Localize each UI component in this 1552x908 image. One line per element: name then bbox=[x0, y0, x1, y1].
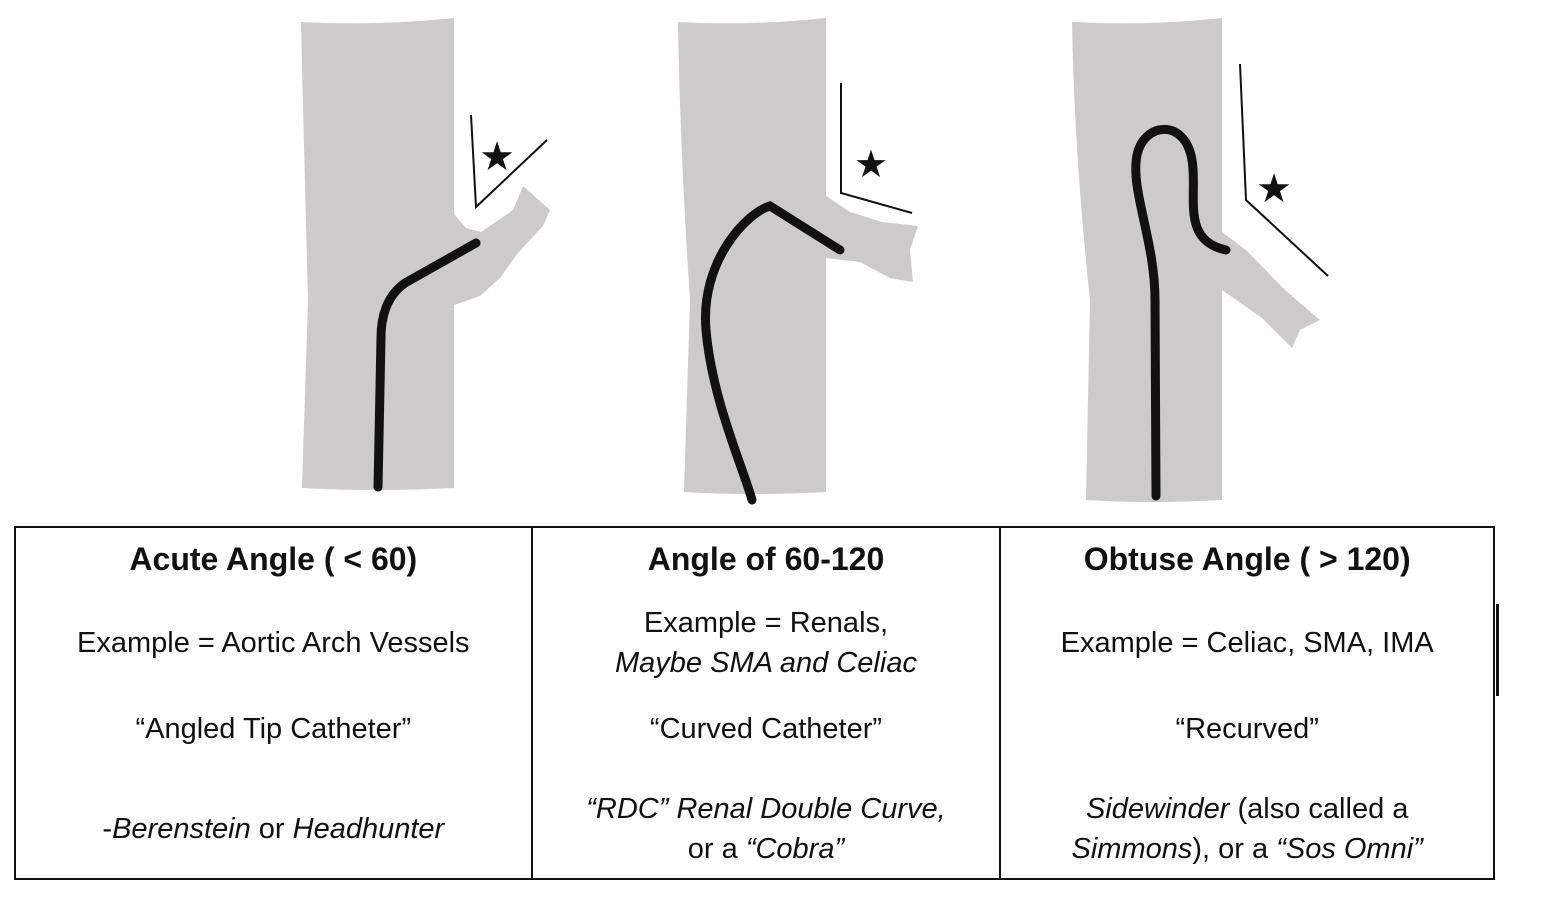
column-obtuse: Obtuse Angle ( > 120) Example = Celiac, … bbox=[1001, 528, 1493, 878]
options-connector: or bbox=[250, 813, 293, 845]
option-name: Simmons bbox=[1071, 833, 1193, 865]
panel-obtuse: ★ bbox=[1072, 18, 1329, 502]
catheter-options-line2: Simmons), or a “Sos Omni” bbox=[1001, 830, 1493, 868]
option-name: “Sos Omni” bbox=[1276, 833, 1423, 865]
catheter-options: “RDC” Renal Double Curve, bbox=[586, 793, 946, 825]
star-icon: ★ bbox=[479, 134, 515, 180]
catheter-type: “Angled Tip Catheter” bbox=[135, 713, 412, 745]
panel-medium-angle: ★ bbox=[678, 18, 918, 505]
catheter bbox=[701, 201, 845, 505]
angle-lines bbox=[470, 114, 548, 210]
angle-lines bbox=[1239, 63, 1329, 277]
catheter-type: “Curved Catheter” bbox=[649, 713, 883, 745]
catheter-options: -Berenstein or Headhunter bbox=[16, 810, 531, 848]
column-heading: Acute Angle ( < 60) bbox=[129, 541, 418, 577]
column-heading: Obtuse Angle ( > 120) bbox=[1083, 541, 1411, 577]
edge-mark bbox=[1496, 604, 1499, 696]
catheter bbox=[1131, 125, 1231, 501]
angle-lines bbox=[840, 83, 913, 214]
catheter-options: Sidewinder (also called a bbox=[1001, 790, 1493, 828]
options-connector: or a bbox=[687, 833, 746, 865]
aorta-vessel bbox=[1072, 18, 1320, 502]
example-text: Example = Celiac, SMA, IMA bbox=[1060, 627, 1434, 659]
column-heading: Angle of 60-120 bbox=[647, 541, 885, 577]
catheter-type: “Recurved” bbox=[1175, 713, 1319, 745]
option-name: “Cobra” bbox=[745, 833, 845, 865]
star-icon: ★ bbox=[1256, 166, 1292, 212]
example-text: Example = Renals, bbox=[643, 607, 889, 639]
aorta-vessel bbox=[301, 18, 550, 490]
option-name: Sidewinder bbox=[1085, 793, 1230, 825]
star-icon: ★ bbox=[854, 142, 888, 186]
example-text-italic: Maybe SMA and Celiac bbox=[615, 647, 917, 679]
catheter-options-line2: or a “Cobra” bbox=[533, 830, 1000, 868]
example-text: Example = Aortic Arch Vessels bbox=[77, 627, 470, 659]
option-name: Headhunter bbox=[292, 813, 445, 845]
catheter bbox=[373, 238, 481, 492]
column-medium: Angle of 60-120 Example = Renals, Maybe … bbox=[533, 528, 1002, 878]
panel-acute: ★ bbox=[301, 18, 550, 492]
aorta-vessel bbox=[678, 18, 918, 494]
vessel-diagrams: ★ ★ ★ bbox=[301, 18, 1329, 505]
column-acute: Acute Angle ( < 60) Example = Aortic Arc… bbox=[16, 528, 533, 878]
option-name: Berenstein bbox=[112, 813, 251, 845]
options-connector: ), or a bbox=[1192, 833, 1277, 865]
options-connector: (also called a bbox=[1229, 793, 1409, 825]
options-prefix: - bbox=[102, 813, 113, 845]
catheter-selection-table: Acute Angle ( < 60) Example = Aortic Arc… bbox=[14, 526, 1495, 880]
